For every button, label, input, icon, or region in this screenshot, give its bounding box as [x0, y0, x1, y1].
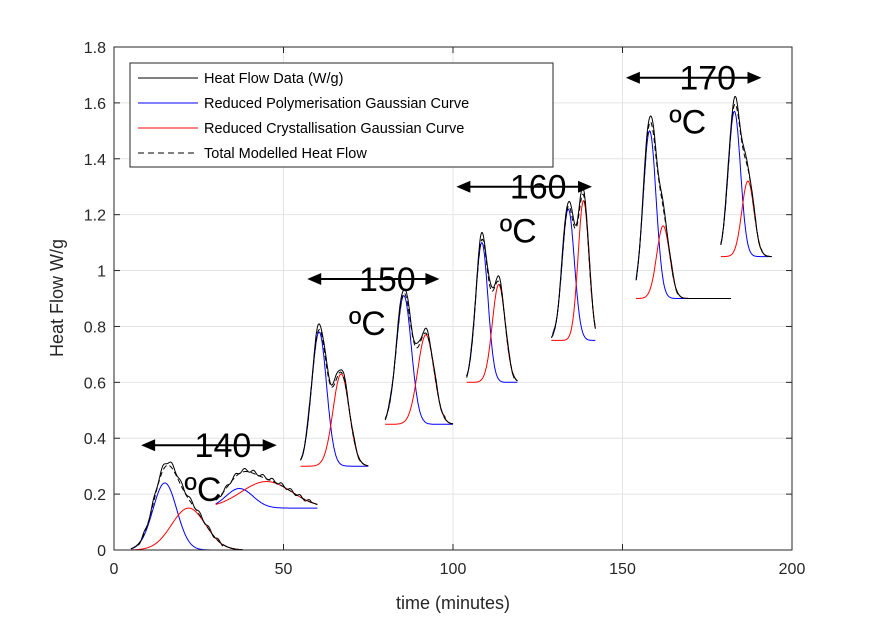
x-tick-label: 50	[275, 561, 293, 578]
legend-label-heat-flow: Heat Flow Data (W/g)	[204, 71, 343, 87]
annotation-unit-140: ºC	[184, 471, 221, 509]
arrow-head-right-160	[577, 180, 592, 193]
x-tick-label: 100	[440, 561, 467, 578]
x-axis-label: time (minutes)	[396, 593, 510, 613]
legend-label-total-model: Total Modelled Heat Flow	[204, 146, 367, 162]
legend-box	[129, 62, 554, 168]
crystallisation-curve-run-2	[215, 481, 318, 505]
arrow-head-right-170	[747, 71, 762, 84]
curves	[130, 95, 772, 551]
annotation-temp-150: 150	[359, 261, 416, 299]
total-model-curve-run-4	[384, 292, 454, 425]
total-model-curve-run-2	[215, 471, 318, 505]
polymerisation-curve-run-2	[215, 488, 318, 509]
arrow-head-left-160	[456, 180, 471, 193]
arrow-head-left-140	[141, 439, 156, 452]
legend: Heat Flow Data (W/g) Reduced Polymerisat…	[129, 62, 554, 168]
annotation-temp-140: 140	[195, 427, 252, 465]
y-axis-label: Heat Flow W/g	[47, 239, 67, 357]
total-model-curve-run-6	[550, 193, 596, 338]
x-tick-label: 0	[110, 561, 119, 578]
y-tick-label: 1	[97, 264, 106, 281]
arrow-head-right-140	[262, 439, 277, 452]
y-tick-label: 1.2	[84, 208, 106, 225]
y-tick-label: 0.2	[84, 487, 106, 504]
annotation-temp-160: 160	[510, 169, 567, 207]
temperature-annotations: 140 ºC 150 ºC 160 ºC 170 ºC	[141, 60, 762, 509]
annotation-unit-160: ºC	[500, 213, 537, 251]
legend-label-polymerisation: Reduced Polymerisation Gaussian Curve	[204, 96, 469, 112]
y-tick-label: 1.6	[84, 96, 106, 113]
x-tick-label: 200	[779, 561, 806, 578]
arrow-head-left-150	[307, 272, 322, 285]
y-tick-label: 1.8	[84, 40, 106, 57]
y-tick-label: 0.8	[84, 319, 106, 336]
heat-flow-curve-run-8	[720, 95, 772, 257]
total-model-curve-run-7	[635, 121, 731, 299]
total-model-curve-run-8	[720, 103, 772, 257]
y-tick-label: 0	[97, 543, 106, 560]
total-model-curve-run-3	[300, 328, 369, 467]
arrow-head-right-150	[425, 272, 440, 285]
annotation-unit-150: ºC	[349, 305, 386, 343]
arrow-head-left-170	[625, 71, 640, 84]
legend-label-crystallisation: Reduced Crystallisation Gaussian Curve	[204, 121, 464, 137]
y-tick-label: 0.6	[84, 375, 106, 392]
y-tick-label: 0.4	[84, 431, 106, 448]
total-model-curve-run-1	[130, 464, 243, 551]
y-tick-label: 1.4	[84, 152, 106, 169]
axis-ticks: 0 50 100 150 200 0 0.2 0.4 0.6 0.8 1 1.2 1.4 1.6 1.8	[84, 40, 806, 578]
x-tick-label: 150	[609, 561, 636, 578]
annotation-unit-170: ºC	[669, 104, 706, 142]
annotation-temp-170: 170	[679, 60, 736, 98]
